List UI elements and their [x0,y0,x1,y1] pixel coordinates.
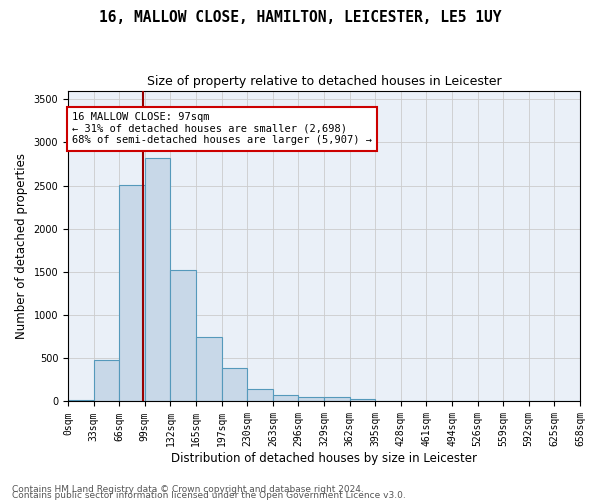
Bar [119,184,145,402]
Bar [170,270,196,402]
Bar [196,336,221,402]
Bar [247,390,273,402]
Title: Size of property relative to detached houses in Leicester: Size of property relative to detached ho… [147,75,502,88]
Y-axis label: Number of detached properties: Number of detached properties [15,153,28,339]
Text: 16, MALLOW CLOSE, HAMILTON, LEICESTER, LE5 1UY: 16, MALLOW CLOSE, HAMILTON, LEICESTER, L… [99,10,501,25]
Bar [94,360,119,402]
Text: Contains public sector information licensed under the Open Government Licence v3: Contains public sector information licen… [12,490,406,500]
Text: 16 MALLOW CLOSE: 97sqm
← 31% of detached houses are smaller (2,698)
68% of semi-: 16 MALLOW CLOSE: 97sqm ← 31% of detached… [72,112,372,146]
Text: Contains HM Land Registry data © Crown copyright and database right 2024.: Contains HM Land Registry data © Crown c… [12,484,364,494]
X-axis label: Distribution of detached houses by size in Leicester: Distribution of detached houses by size … [171,452,477,465]
Bar [68,400,94,402]
Bar [324,396,350,402]
Bar [298,396,324,402]
Bar [145,158,170,402]
Bar [273,395,298,402]
Bar [221,368,247,402]
Bar [350,399,375,402]
